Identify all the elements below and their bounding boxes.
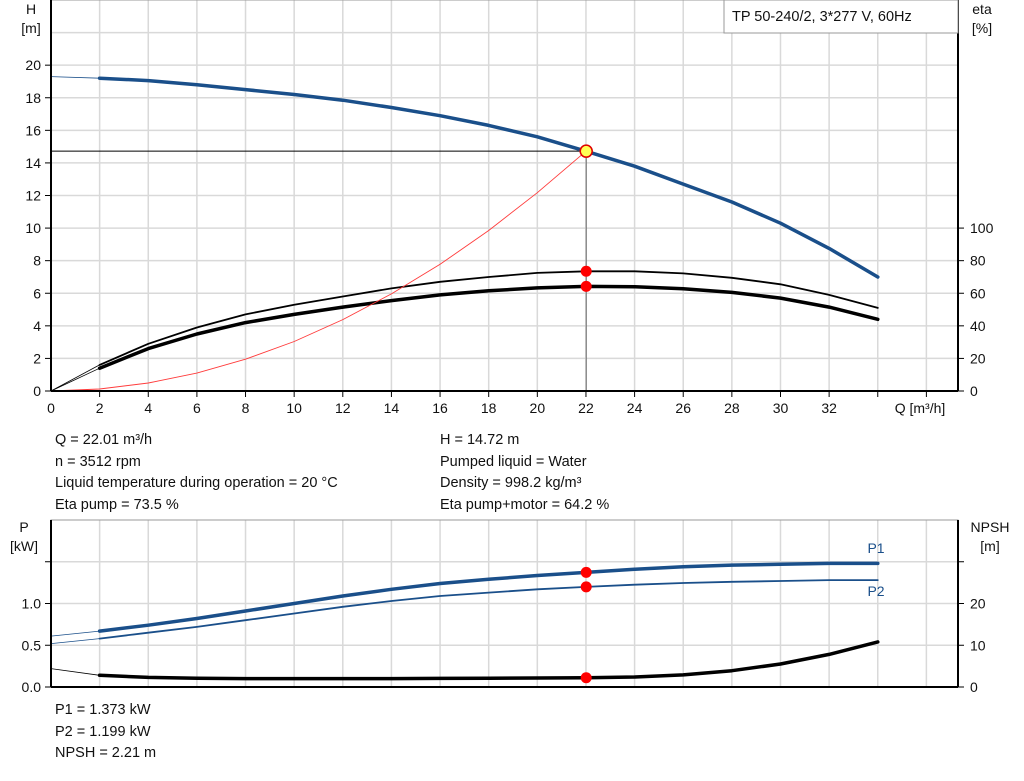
axes: 0 2 4 6 8 10 12 14 16 18 20 22 24 26 28 30 3202468101214… xyxy=(22,0,994,695)
x-tick-label: 14 xyxy=(384,400,400,416)
x-tick-label: 26 xyxy=(675,400,691,416)
curve-eta_pump_motor-extrapolated xyxy=(50,367,100,392)
x-tick-label: 32 xyxy=(821,400,837,416)
top-grid xyxy=(51,0,958,391)
eta-pump-motor-marker xyxy=(580,280,592,292)
eta-tick-label: 60 xyxy=(970,285,986,301)
curve-P1 xyxy=(97,561,880,633)
top-curves xyxy=(50,76,880,392)
curve-H xyxy=(97,76,880,279)
x-tick-label: 2 xyxy=(96,400,104,416)
curve-P2-extrapolated xyxy=(50,638,100,644)
bottom-grid xyxy=(51,520,958,687)
p-axis-label: P [kW] xyxy=(10,519,38,554)
x-tick-label: 28 xyxy=(724,400,740,416)
flow-value: Q = 22.01 m³/h xyxy=(55,432,153,448)
curve-P2 xyxy=(98,579,879,640)
eta-tick-label: 80 xyxy=(970,253,986,269)
eta-pump-value: Eta pump = 73.5 % xyxy=(55,496,179,513)
curve-eta_pump_motor xyxy=(97,284,880,370)
npsh-tick-label: 0 xyxy=(970,679,978,695)
p-tick-label: 0.0 xyxy=(22,679,42,695)
npsh-value: NPSH = 2.21 m xyxy=(55,745,157,761)
eta-tick-label: 40 xyxy=(970,318,986,334)
x-tick-label: 20 xyxy=(530,400,546,416)
curve-P1-extrapolated xyxy=(50,630,100,637)
pumped-liquid-value: Pumped liquid = Water xyxy=(440,453,587,470)
eta-axis-label: eta [%] xyxy=(972,1,992,36)
head-value: H = 14.72 m xyxy=(440,432,520,448)
npsh-axis-label: NPSH [m] xyxy=(971,519,1010,554)
power-info: P1 = 1.373 kW P2 = 1.199 kW NPSH = 2.21 … xyxy=(55,700,156,765)
h-tick-label: 6 xyxy=(33,285,41,301)
curve-eta_pump xyxy=(98,270,879,366)
h-tick-label: 18 xyxy=(25,90,41,106)
chart-title-box: TP 50-240/2, 3*277 V, 60Hz xyxy=(723,0,959,34)
h-tick-label: 8 xyxy=(33,253,41,269)
x-tick-label: 12 xyxy=(335,400,351,416)
p-tick-label: 1.0 xyxy=(22,596,42,612)
x-tick-label: 30 xyxy=(773,400,789,416)
bottom-curves xyxy=(50,561,880,684)
duty-point-marker xyxy=(579,144,593,158)
npsh-tick-label: 10 xyxy=(970,637,986,653)
p1-series-label: P1 xyxy=(867,540,884,556)
x-tick-label: 18 xyxy=(481,400,497,416)
p2-marker xyxy=(580,581,592,593)
npsh-marker xyxy=(580,672,592,684)
h-tick-label: 12 xyxy=(25,188,41,204)
h-tick-label: 14 xyxy=(25,155,41,171)
h-tick-label: 16 xyxy=(25,122,41,138)
eta-tick-label: 100 xyxy=(970,220,994,236)
h-tick-label: 0 xyxy=(33,383,41,399)
p1-marker xyxy=(580,566,592,578)
eta-pump-marker xyxy=(580,265,592,277)
speed-value: n = 3512 rpm xyxy=(55,453,141,470)
x-tick-label: 0 xyxy=(47,400,55,416)
curve-NPSH-extrapolated xyxy=(50,668,100,676)
curve-eta_pump-extrapolated xyxy=(50,364,100,392)
x-tick-label: 10 xyxy=(286,400,302,416)
curve-H-extrapolated xyxy=(50,76,100,79)
eta-tick-label: 0 xyxy=(970,383,978,399)
curve-NPSH xyxy=(97,640,880,681)
h-axis-label: H [m] xyxy=(21,1,40,36)
duty-info-right: H = 14.72 m Pumped liquid = Water Densit… xyxy=(440,430,609,516)
x-tick-label: 4 xyxy=(144,400,152,416)
x-tick-label: 16 xyxy=(432,400,448,416)
curve-system xyxy=(50,150,587,392)
duty-info-left: Q = 22.01 m³/h n = 3512 rpm Liquid tempe… xyxy=(55,430,338,516)
npsh-tick-label: 20 xyxy=(970,596,986,612)
x-tick-label: 22 xyxy=(578,400,594,416)
p2-series-label: P2 xyxy=(867,583,884,599)
liquid-temperature-value: Liquid temperature during operation = 20… xyxy=(55,475,338,491)
eta-tick-label: 20 xyxy=(970,350,986,366)
h-tick-label: 20 xyxy=(25,57,41,73)
eta-pump-motor-value: Eta pump+motor = 64.2 % xyxy=(440,496,610,513)
p1-value: P1 = 1.373 kW xyxy=(55,702,151,718)
h-tick-label: 2 xyxy=(33,350,41,366)
density-value: Density = 998.2 kg/m³ xyxy=(440,475,582,491)
p-tick-label: 0.5 xyxy=(22,637,42,653)
x-tick-label: 8 xyxy=(242,400,250,416)
h-tick-label: 10 xyxy=(25,220,41,236)
chart-title: TP 50-240/2, 3*277 V, 60Hz xyxy=(732,9,912,25)
p2-value: P2 = 1.199 kW xyxy=(55,723,151,740)
x-tick-label: 6 xyxy=(193,400,201,416)
q-axis-label: Q [m³/h] xyxy=(895,400,946,416)
x-tick-label: 24 xyxy=(627,400,643,416)
h-tick-label: 4 xyxy=(33,318,41,334)
